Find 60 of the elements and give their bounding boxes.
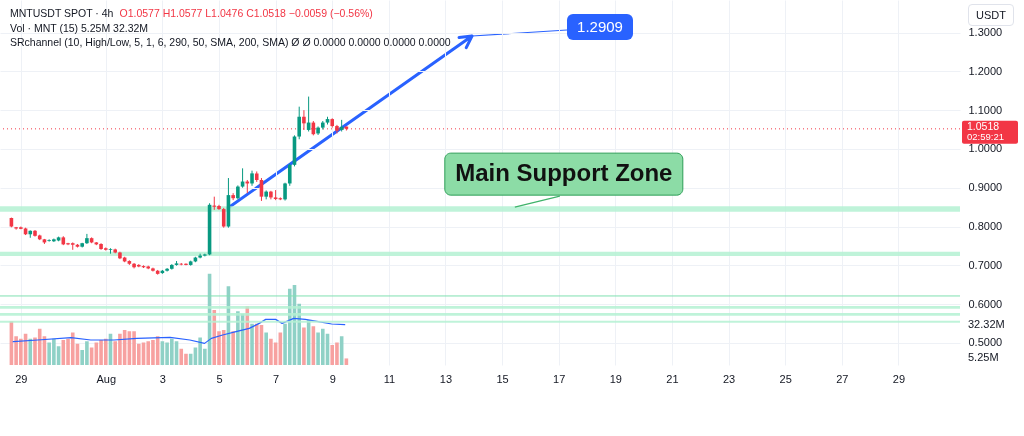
text: 02:59:21: [967, 130, 1004, 142]
x-tick-label: 9: [329, 372, 336, 385]
bar: [146, 341, 151, 365]
x-tick-label: Aug: [96, 372, 117, 385]
bar: [254, 323, 259, 365]
x-tick-label: 23: [722, 372, 736, 385]
y-tick-label: 1.3000: [968, 26, 1003, 39]
candlestick: [85, 233, 89, 245]
bar: [264, 332, 268, 365]
bar: [103, 338, 108, 365]
annotation: Vol · MNT (15) 5.25M 32.32M: [10, 20, 150, 35]
y-tick-label: 1.0000: [968, 142, 1003, 155]
x-tick-label: 17: [553, 372, 566, 385]
candlestick: [165, 267, 169, 273]
text: MNTUSDT SPOT · 4h: [10, 7, 114, 19]
text: USDT: [968, 4, 1014, 26]
text: O1.0577 H1.0577 L1.0476 C1.0518 −0.0059 (−0.56%): [119, 7, 373, 19]
x-tick-label: 29: [15, 372, 28, 385]
bar: [269, 338, 273, 365]
y-tick-label: 1.2000: [968, 64, 1003, 77]
y-tick-label: 0.7000: [968, 258, 1003, 271]
x-tick-label: 19: [609, 372, 622, 385]
x-tick-label: 27: [836, 372, 849, 385]
annotation: SRchannel (10, High/Low, 5, 1, 6, 290, 50, SMA, 200, SMA) Ø Ø 0.0000 0.0000 0.0000 0.0000: [10, 35, 451, 50]
bar: [179, 348, 184, 365]
candlestick: [221, 207, 226, 229]
bar: [221, 330, 226, 365]
x-tick-label: 21: [666, 372, 679, 385]
x-tick-label: 3: [159, 372, 166, 385]
y-tick-label: 0.9000: [968, 181, 1003, 194]
bar: [330, 345, 335, 365]
bar: [231, 331, 235, 365]
y2-tick-label: 32.32M: [968, 317, 1005, 330]
annotation: Main Support Zone: [455, 159, 673, 187]
bar: [212, 310, 217, 365]
y-tick-label: 0.8000: [968, 220, 1003, 233]
x-tick-label: 29: [892, 372, 906, 385]
x-tick-label: 15: [496, 372, 509, 385]
annotation: 1.2909: [567, 14, 633, 40]
candlestick: [108, 247, 113, 255]
bar: [250, 323, 254, 365]
ref-line-label: 1.0518: [967, 119, 1000, 132]
bar: [28, 338, 33, 365]
bar: [302, 327, 306, 365]
y-tick-label: 0.5000: [968, 336, 1003, 349]
x-tick-label: 13: [439, 372, 453, 385]
bar: [320, 328, 325, 365]
candlestick: [287, 163, 292, 187]
x-tick-label: 11: [383, 372, 396, 385]
x-tick-label: 7: [273, 372, 280, 385]
y-tick-label: 0.6000: [968, 297, 1003, 310]
candlestick: [297, 106, 301, 140]
bar: [70, 332, 75, 365]
x-tick-label: 25: [779, 372, 792, 385]
x-tick-label: 5: [216, 372, 223, 385]
candlestick: [212, 196, 217, 211]
candlestick: [302, 109, 306, 131]
y-tick-label: 1.1000: [968, 103, 1003, 116]
bar: [37, 328, 42, 365]
y2-tick-label: 5.25M: [968, 351, 999, 364]
